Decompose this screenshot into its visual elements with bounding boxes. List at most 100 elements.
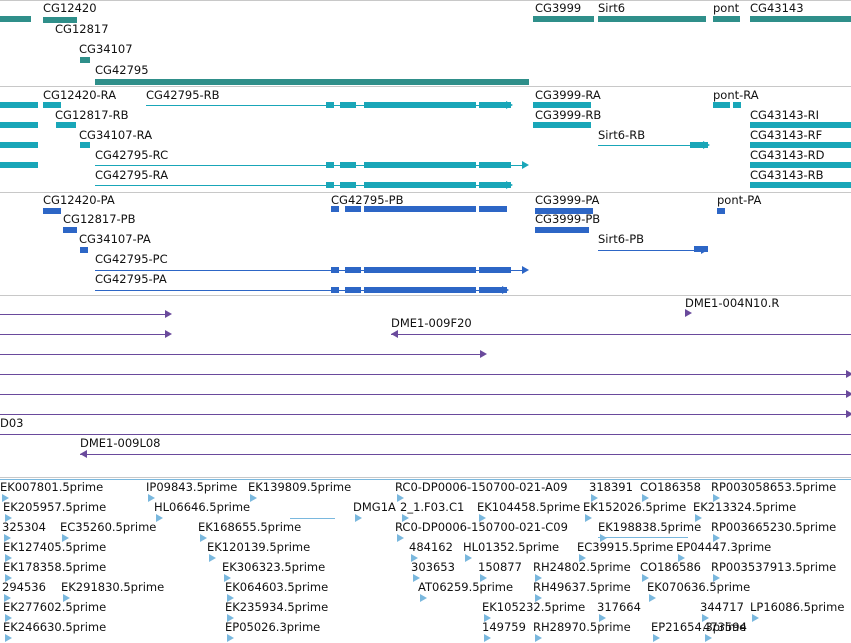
feature-label-cg12420-pa[interactable]: CG12420-PA: [43, 193, 115, 207]
est-label[interactable]: EP05026.3prime: [225, 620, 321, 634]
est-label[interactable]: IP09843.5prime: [146, 480, 238, 494]
est-label[interactable]: EK007801.5prime: [0, 480, 104, 494]
est-label[interactable]: EK246630.5prime: [3, 620, 107, 634]
est-label[interactable]: EK178358.5prime: [3, 560, 107, 574]
est-label[interactable]: EK104458.5prime: [477, 500, 581, 514]
feature-label-cg34107[interactable]: CG34107: [79, 42, 133, 56]
exon-bar: [340, 182, 356, 188]
intron-line: [95, 270, 527, 271]
est-label[interactable]: EK306323.5prime: [222, 560, 326, 574]
est-label[interactable]: RH28970.5prime: [533, 620, 631, 634]
feature-label-cg12817-pb[interactable]: CG12817-PB: [63, 212, 136, 226]
est-label[interactable]: EK064603.5prime: [225, 580, 329, 594]
feature-label-cg42795-rb[interactable]: CG42795-RB: [146, 88, 220, 102]
feature-label-cg12420-ra[interactable]: CG12420-RA: [43, 88, 117, 102]
clone-line: [0, 314, 170, 315]
arrow-right-icon: [165, 310, 172, 318]
est-label[interactable]: RP003058653.5prime: [711, 480, 837, 494]
feature-label-cg43143-rd[interactable]: CG43143-RD: [750, 148, 825, 162]
est-label[interactable]: 150877: [478, 560, 522, 574]
est-label[interactable]: CO186358: [640, 480, 701, 494]
est-label[interactable]: EK070636.5prime: [647, 580, 751, 594]
arrow-left-icon: [80, 450, 87, 458]
feature-label-cg43143-rf[interactable]: CG43143-RF: [750, 128, 823, 142]
est-label[interactable]: EK120139.5prime: [207, 540, 311, 554]
est-label[interactable]: DMG1A: [353, 500, 396, 514]
feature-label-cg3999-ra[interactable]: CG3999-RA: [535, 88, 601, 102]
feature-label-cg43143-rb[interactable]: CG43143-RB: [750, 168, 824, 182]
est-label[interactable]: EK198838.5prime: [598, 520, 702, 534]
feature-label-cg34107-pa[interactable]: CG34107-PA: [79, 232, 151, 246]
feature-label-sirt6[interactable]: Sirt6: [598, 1, 626, 15]
feature-label-pont[interactable]: pont: [713, 1, 740, 15]
feature-label-sirt6-rb[interactable]: Sirt6-RB: [598, 128, 646, 142]
est-label[interactable]: EC39915.5prime: [577, 540, 674, 554]
est-label[interactable]: EP04447.3prime: [676, 540, 772, 554]
est-label[interactable]: 303653: [411, 560, 455, 574]
clone-label-dme1-009f20[interactable]: DME1-009F20: [391, 316, 472, 330]
clone-label-dme1-004n10-r[interactable]: DME1-004N10.R: [685, 296, 780, 310]
feature-label-pont-ra[interactable]: pont-RA: [713, 88, 759, 102]
est-label[interactable]: EK139809.5prime: [248, 480, 352, 494]
est-label[interactable]: EK277602.5prime: [3, 600, 107, 614]
est-label[interactable]: 294536: [2, 580, 46, 594]
feature-label-pont-pa[interactable]: pont-PA: [717, 193, 762, 207]
feature-label-cg12817-rb[interactable]: CG12817-RB: [55, 108, 129, 122]
est-label[interactable]: EK127405.5prime: [3, 540, 107, 554]
feature-label-cg43143[interactable]: CG43143: [750, 1, 804, 15]
est-label[interactable]: RH24802.5prime: [533, 560, 631, 574]
est-label[interactable]: 318391: [589, 480, 633, 494]
est-label[interactable]: 317664: [597, 600, 641, 614]
feature-label-cg34107-ra[interactable]: CG34107-RA: [79, 128, 153, 142]
est-label[interactable]: RP003537913.5prime: [711, 560, 837, 574]
feature-label-cg3999-rb[interactable]: CG3999-RB: [535, 108, 602, 122]
est-label[interactable]: AT06259.5prime: [418, 580, 514, 594]
clone-line: [0, 434, 851, 435]
est-label[interactable]: 2_1.F03.C1: [400, 500, 465, 514]
est-label[interactable]: RP003665230.5prime: [711, 520, 837, 534]
est-label[interactable]: HL01352.5prime: [463, 540, 560, 554]
est-label[interactable]: EK291830.5prime: [61, 580, 165, 594]
est-label[interactable]: 149759: [482, 620, 526, 634]
feature-label-cg3999[interactable]: CG3999: [535, 1, 582, 15]
feature-label-cg43143-ri[interactable]: CG43143-RI: [750, 108, 820, 122]
intron-line: [598, 250, 706, 251]
arrow-right-icon: [209, 554, 216, 562]
feature-label-cg12420[interactable]: CG12420: [43, 1, 97, 15]
est-label[interactable]: EK235934.5prime: [225, 600, 329, 614]
feature-label-cg42795-pa[interactable]: CG42795-PA: [95, 272, 167, 286]
feature-label-cg42795[interactable]: CG42795: [95, 63, 149, 77]
feature-label-cg3999-pb[interactable]: CG3999-PB: [535, 212, 601, 226]
est-label[interactable]: 473594: [703, 620, 747, 634]
feature-label-cg3999-pa[interactable]: CG3999-PA: [535, 193, 600, 207]
est-label[interactable]: CO186586: [640, 560, 701, 574]
est-label[interactable]: EC35260.5prime: [60, 520, 157, 534]
feature-label-sirt6-pb[interactable]: Sirt6-PB: [598, 232, 645, 246]
est-label[interactable]: EK152026.5prime: [583, 500, 687, 514]
est-label[interactable]: EP21654.3prime: [651, 620, 747, 634]
est-label[interactable]: 344717: [700, 600, 744, 614]
arrow-right-icon: [63, 594, 70, 602]
est-label[interactable]: EK213324.5prime: [693, 500, 797, 514]
est-label[interactable]: RC0-DP0006-150700-021-C09: [395, 520, 568, 534]
est-label[interactable]: EK205957.5prime: [3, 500, 107, 514]
feature-label-cg42795-pb[interactable]: CG42795-PB: [331, 193, 404, 207]
est-label[interactable]: EK105232.5prime: [482, 600, 586, 614]
clone-label-dme1-009l08[interactable]: DME1-009L08: [80, 436, 161, 450]
est-label[interactable]: EK168655.5prime: [198, 520, 302, 534]
clone-label-d03[interactable]: D03: [0, 416, 24, 430]
feature-bar: [63, 227, 77, 233]
feature-bar: [95, 79, 529, 85]
exon-bar: [690, 142, 708, 148]
est-label[interactable]: 325304: [2, 520, 46, 534]
feature-label-cg42795-rc[interactable]: CG42795-RC: [95, 148, 169, 162]
est-label[interactable]: 484162: [409, 540, 453, 554]
feature-label-cg42795-ra[interactable]: CG42795-RA: [95, 168, 169, 182]
est-label[interactable]: RH49637.5prime: [533, 580, 631, 594]
est-label[interactable]: LP16086.5prime: [750, 600, 845, 614]
est-label[interactable]: HL06646.5prime: [154, 500, 251, 514]
feature-label-cg42795-pc[interactable]: CG42795-PC: [95, 252, 168, 266]
feature-label-cg12817[interactable]: CG12817: [55, 22, 109, 36]
est-label[interactable]: RC0-DP0006-150700-021-A09: [395, 480, 568, 494]
arrow-right-icon: [752, 614, 759, 622]
